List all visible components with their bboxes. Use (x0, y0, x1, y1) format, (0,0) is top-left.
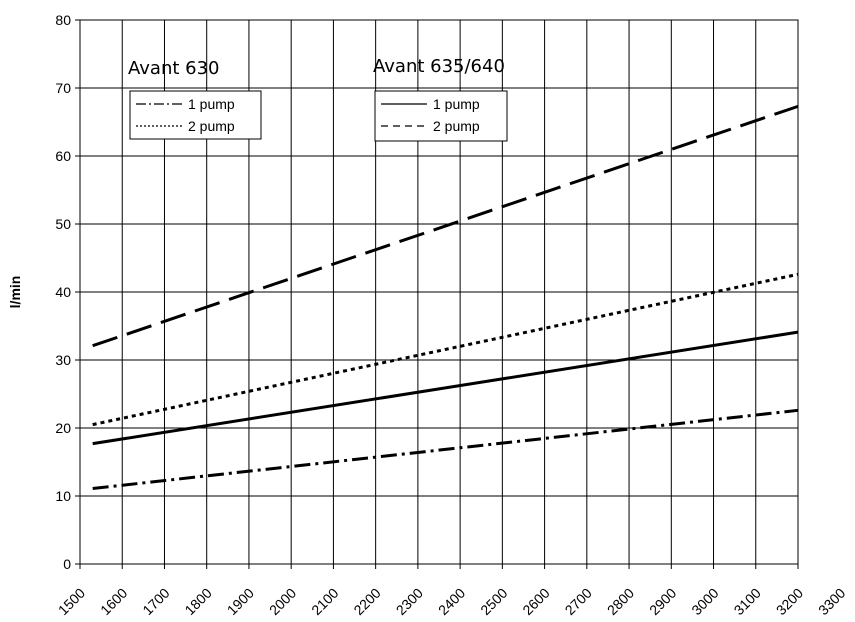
legend-entry-label: 1 pump (433, 96, 480, 112)
legend-title: Avant 630 (128, 58, 220, 79)
y-tick-label: 10 (55, 488, 71, 504)
legend-box (129, 90, 262, 140)
legend-entry-label: 2 pump (433, 118, 480, 134)
legend-title: Avant 635/640 (373, 56, 505, 77)
y-tick-label: 40 (55, 284, 71, 300)
x-tick-label: 2600 (519, 585, 552, 618)
x-tick-label: 2000 (266, 585, 299, 618)
x-tick-label: 2800 (604, 585, 637, 618)
axes (75, 19, 799, 569)
y-tick-label: 80 (55, 12, 71, 28)
series-line-avant-635-640-2-pump (92, 104, 799, 348)
legend-1: Avant 630 1 pump 2 pump (128, 58, 262, 140)
x-tick-label: 1800 (181, 585, 214, 618)
legend-2: Avant 635/640 1 pump 2 pump (373, 56, 508, 142)
x-tick-label: 2900 (646, 585, 679, 618)
x-tick-label: 2300 (393, 585, 426, 618)
x-tick-label: 2500 (477, 585, 510, 618)
y-tick-label: 0 (63, 556, 71, 572)
x-tick-label: 2200 (350, 585, 383, 618)
legend-entry-label: 1 pump (188, 96, 235, 112)
y-tick-label: 60 (55, 148, 71, 164)
x-tick-label: 1600 (97, 585, 130, 618)
legends: Avant 630 1 pump 2 pump Avant 635/640 1 pump… (128, 56, 508, 142)
y-axis-label: l/min (7, 276, 23, 309)
x-tick-label: 1500 (55, 585, 88, 618)
x-tick-label: 3300 (815, 585, 848, 618)
x-tick-label: 2400 (435, 585, 468, 618)
series-line-avant-630-1-pump (92, 408, 799, 491)
x-tick-label: 3100 (731, 585, 764, 618)
series-line-avant-630-2-pump (92, 272, 799, 427)
x-tick-label: 1900 (224, 585, 257, 618)
legend-box (374, 90, 508, 142)
x-tick-label: 2700 (562, 585, 595, 618)
y-tick-label: 30 (55, 352, 71, 368)
x-tick-label: 2100 (308, 585, 341, 618)
x-tick-label: 3000 (688, 585, 721, 618)
series-line-avant-635-640-1-pump (92, 330, 799, 446)
x-tick-label: 1700 (139, 585, 172, 618)
plot-frame (79, 19, 799, 565)
series-lines (92, 104, 799, 491)
x-tick-label: 3200 (773, 585, 806, 618)
legend-entry-label: 2 pump (188, 118, 235, 134)
y-tick-label: 50 (55, 216, 71, 232)
y-tick-label: 70 (55, 80, 71, 96)
y-tick-label: 20 (55, 420, 71, 436)
